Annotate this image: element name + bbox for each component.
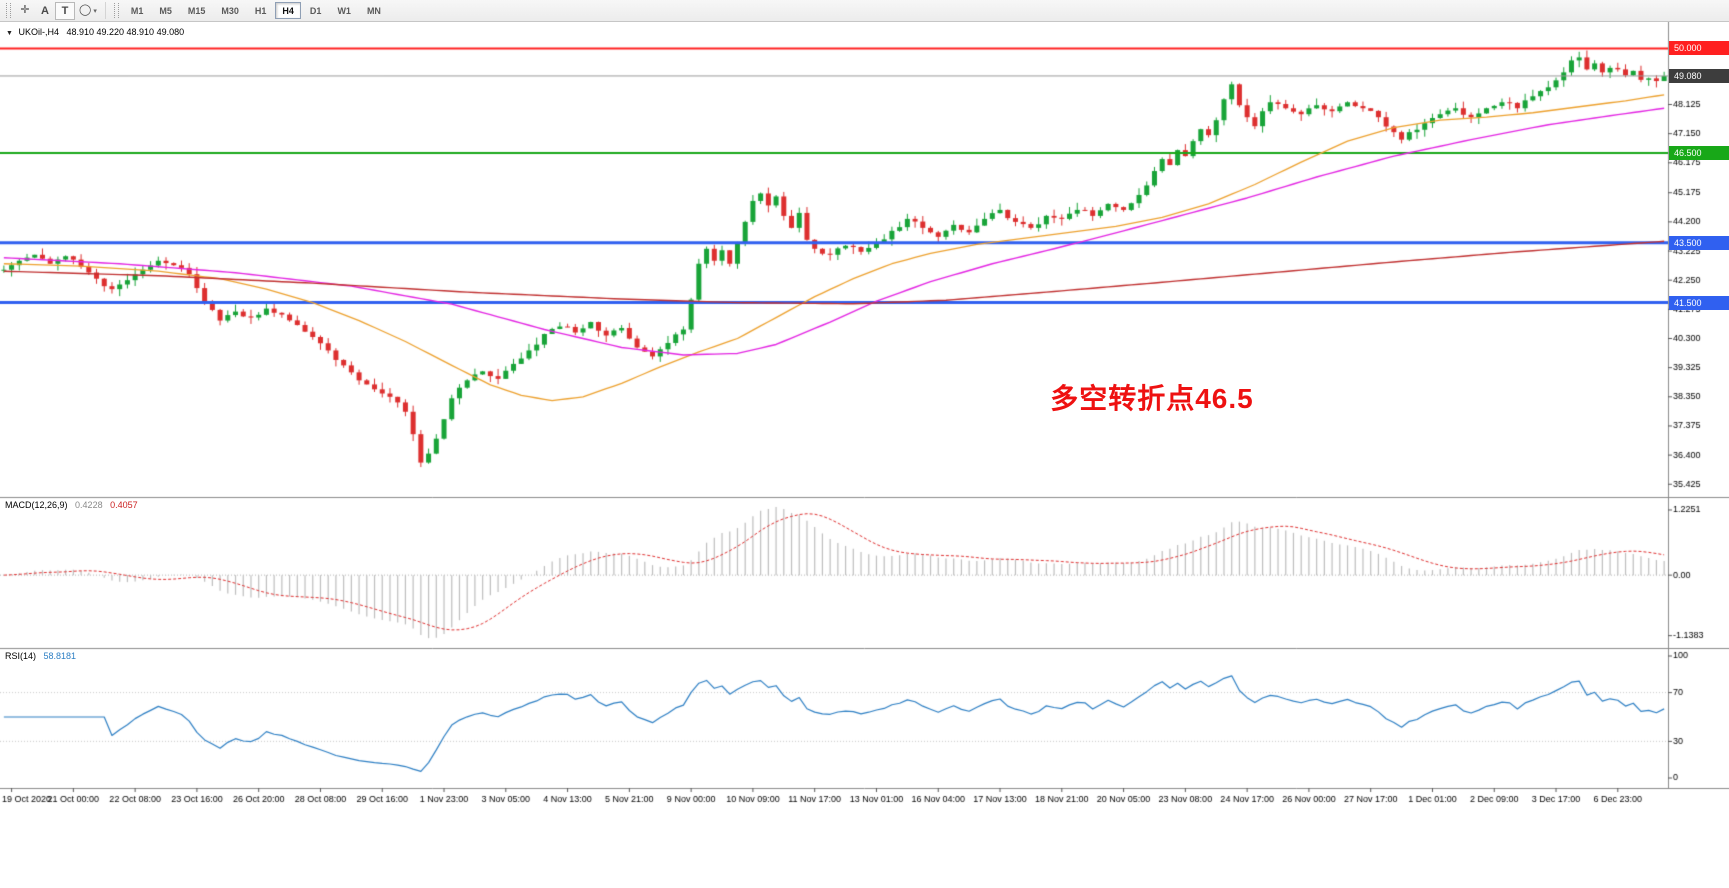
timeframe-m15-button[interactable]: M15 xyxy=(181,2,213,19)
text-label-tool-button[interactable]: A xyxy=(35,2,55,20)
price-badge-46500: 46.500 xyxy=(1669,146,1729,161)
price-badge-43500: 43.500 xyxy=(1669,235,1729,250)
ellipse-shape-icon: ◯ xyxy=(79,4,92,16)
toolbar: ✛ A T ◯ ▾ M1 M5 M15 M30 H1 H4 D1 W1 MN xyxy=(0,0,1729,22)
rsi-value: 58.8181 xyxy=(43,651,77,661)
macd-indicator-header: MACD(12,26,9) 0.4228 0.4057 xyxy=(5,500,138,510)
rsi-indicator-header: RSI(14) 58.8181 xyxy=(5,651,76,661)
rsi-label: RSI(14) xyxy=(5,651,37,661)
timeframe-mn-button[interactable]: MN xyxy=(360,2,388,19)
chart-canvas[interactable] xyxy=(0,22,1729,822)
timeframe-m30-button[interactable]: M30 xyxy=(214,2,246,19)
timeframe-h4-button[interactable]: H4 xyxy=(275,2,301,19)
timeframe-m5-button[interactable]: M5 xyxy=(152,2,179,19)
shapes-tool-button[interactable]: ◯ ▾ xyxy=(75,2,101,20)
toolbar-grip[interactable] xyxy=(113,3,119,18)
chart-annotation-text: 多空转折点46.5 xyxy=(1050,383,1254,415)
macd-label: MACD(12,26,9) xyxy=(5,500,68,510)
crosshair-icon: ✛ xyxy=(20,4,30,16)
toolbar-separator xyxy=(104,2,106,19)
price-badge-50000: 50.000 xyxy=(1669,41,1729,56)
chevron-down-icon: ▾ xyxy=(93,7,97,15)
ohlc-values: 48.910 49.220 48.910 49.080 xyxy=(66,27,185,37)
timeframe-m1-button[interactable]: M1 xyxy=(124,2,151,19)
toolbar-grip[interactable] xyxy=(6,3,11,18)
timeframe-w1-button[interactable]: W1 xyxy=(330,2,358,19)
current-price-badge: 49.080 xyxy=(1669,68,1729,83)
chart-symbol-header: ▼ UKOil-,H4 48.910 49.220 48.910 49.080 xyxy=(6,27,184,37)
timeframe-h1-button[interactable]: H1 xyxy=(248,2,274,19)
symbol-timeframe-label: UKOil-,H4 xyxy=(18,27,59,37)
timeframe-d1-button[interactable]: D1 xyxy=(303,2,329,19)
macd-main-value: 0.4228 xyxy=(75,500,103,510)
crosshair-tool-button[interactable]: ✛ xyxy=(15,2,35,20)
macd-signal-value: 0.4057 xyxy=(110,500,138,510)
price-badge-41500: 41.500 xyxy=(1669,295,1729,310)
chart-region: ▼ UKOil-,H4 48.910 49.220 48.910 49.080 … xyxy=(0,22,1729,888)
text-box-tool-button[interactable]: T xyxy=(55,1,75,20)
chart-marker-icon: ▼ xyxy=(6,30,13,37)
